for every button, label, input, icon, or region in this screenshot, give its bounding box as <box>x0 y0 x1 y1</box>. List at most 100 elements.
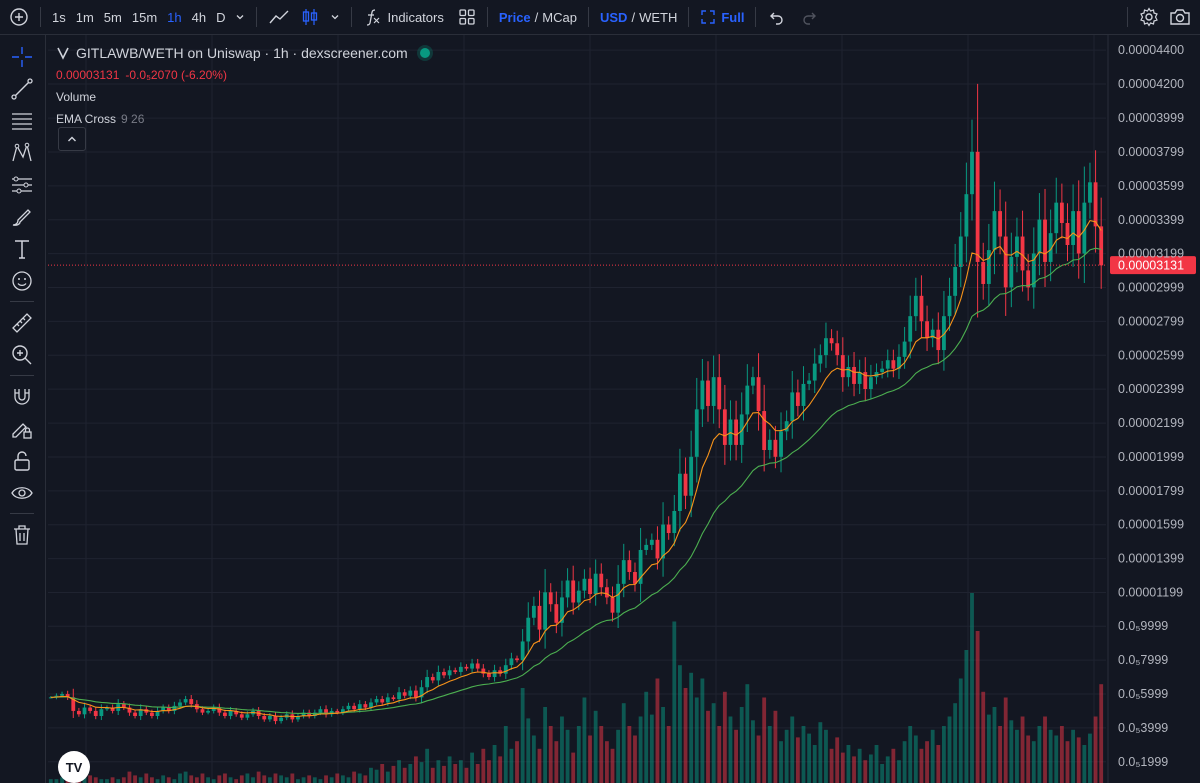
chart-legend: GITLAWB/WETH on Uniswap · 1h · dexscreen… <box>56 42 430 130</box>
text-tool-button[interactable] <box>8 235 36 263</box>
price-chart[interactable]: 0.00003131 0.00004400 0.00004200 0.0000399… <box>46 35 1200 783</box>
candle-body <box>824 338 828 356</box>
volume-bar <box>234 779 239 783</box>
volume-bar <box>981 691 986 783</box>
price-axis[interactable]: 0.00004400 0.00004200 0.00003999 0.00003799… <box>1107 35 1184 783</box>
add-symbol-button[interactable] <box>4 3 34 31</box>
volume-bar <box>958 678 963 783</box>
candle-chart-type-button[interactable] <box>295 3 325 31</box>
weth-option[interactable]: WETH <box>639 9 678 25</box>
unlock-button[interactable] <box>8 447 36 475</box>
fib-tool-button[interactable] <box>8 171 36 199</box>
ema-indicator-label[interactable]: EMA Cross <box>56 112 117 126</box>
legend-ema-row[interactable]: EMA Cross 9 26 <box>56 108 430 130</box>
candle-body <box>475 663 480 669</box>
timeframe-4h-button[interactable]: 4h <box>191 9 207 25</box>
price-mcap-toggle[interactable]: Price / MCap <box>494 3 582 31</box>
candle-body <box>633 571 637 584</box>
settings-button[interactable] <box>1134 3 1164 31</box>
volume-bar <box>301 777 306 783</box>
currency-toggle[interactable]: USD / WETH <box>595 3 682 31</box>
fullscreen-button[interactable]: Full <box>695 3 749 31</box>
volume-bar <box>391 765 396 783</box>
candle-body <box>610 597 615 613</box>
horizontal-lines-tool-button[interactable] <box>8 107 36 135</box>
chevron-up-icon <box>68 136 76 142</box>
volume-bar <box>515 741 519 783</box>
candle-body <box>335 710 340 713</box>
line-chart-type-button[interactable] <box>263 3 295 31</box>
timeframe-1h-button[interactable]: 1h <box>167 9 182 25</box>
y-tick-label: 0.0₅3999 <box>1118 721 1168 735</box>
timeframe-5m-button[interactable]: 5m <box>103 9 122 25</box>
volume-bar <box>537 748 542 783</box>
timeframe-15m-button[interactable]: 15m <box>131 9 158 25</box>
tradingview-logo[interactable]: TV <box>58 751 90 783</box>
volume-bar <box>992 707 997 783</box>
volume-bar <box>228 777 233 783</box>
usd-option[interactable]: USD <box>599 9 628 25</box>
function-icon <box>367 9 380 26</box>
magnet-button[interactable] <box>8 383 36 411</box>
remove-drawings-button[interactable] <box>8 521 36 549</box>
legend-volume-row[interactable]: Volume <box>56 86 430 108</box>
candle-body <box>908 316 913 342</box>
volume-bar <box>970 593 974 783</box>
volume-bar <box>689 672 694 783</box>
volume-bar <box>672 621 677 783</box>
indicators-button[interactable]: Indicators <box>358 3 448 31</box>
redo-button[interactable] <box>796 3 824 31</box>
candle-body <box>150 712 154 717</box>
volume-bar <box>818 722 823 783</box>
candle-body <box>745 385 750 415</box>
candle-body <box>700 380 705 410</box>
volume-bar <box>610 748 615 783</box>
line-chart-icon <box>269 10 289 24</box>
candle-body <box>981 261 986 284</box>
volume-indicator-label[interactable]: Volume <box>56 90 97 104</box>
candlestick-icon <box>303 9 318 25</box>
volume-bar <box>801 726 806 783</box>
volume-bar <box>880 764 885 783</box>
pattern-tool-button[interactable] <box>8 139 36 167</box>
volume-bar <box>99 779 104 783</box>
emoji-tool-button[interactable] <box>8 267 36 295</box>
candle-body <box>1020 236 1025 271</box>
chart-grid <box>48 35 1106 783</box>
volume-bar <box>1026 735 1031 783</box>
trend-line-tool-button[interactable] <box>8 75 36 103</box>
layouts-button[interactable] <box>453 3 481 31</box>
lock-drawing-button[interactable] <box>8 415 36 443</box>
candle-body <box>717 377 722 410</box>
candle-body <box>301 712 306 717</box>
timeframe-dropdown-button[interactable] <box>230 3 250 31</box>
volume-bar <box>773 710 778 783</box>
candle-body <box>1082 202 1087 254</box>
volume-bar <box>852 756 856 783</box>
undo-button[interactable] <box>762 3 790 31</box>
screenshot-button[interactable] <box>1164 3 1196 31</box>
chart-type-dropdown-button[interactable] <box>325 3 345 31</box>
volume-bar <box>178 773 182 783</box>
brush-tool-button[interactable] <box>8 203 36 231</box>
collapse-legend-button[interactable] <box>58 127 86 151</box>
timeframe-1s-button[interactable]: 1s <box>52 9 66 25</box>
volume-bar <box>105 779 109 783</box>
mcap-option[interactable]: MCap <box>542 9 577 25</box>
candle-body <box>121 704 126 708</box>
fullscreen-icon <box>701 10 716 24</box>
price-option[interactable]: Price <box>498 9 531 25</box>
ruler-tool-button[interactable] <box>8 309 36 337</box>
visibility-button[interactable] <box>8 479 36 507</box>
candle-body <box>1026 270 1031 288</box>
volume-bar <box>273 773 278 783</box>
sidebar-divider <box>10 301 34 302</box>
candle-body <box>447 670 452 676</box>
volume-bar <box>1054 735 1059 783</box>
volume-bar <box>414 756 418 783</box>
ema-indicator-params: 9 26 <box>121 112 145 126</box>
zoom-in-button[interactable] <box>8 341 36 369</box>
timeframe-d-button[interactable]: D <box>216 9 226 25</box>
crosshair-tool-button[interactable] <box>8 43 36 71</box>
timeframe-1m-button[interactable]: 1m <box>75 9 94 25</box>
